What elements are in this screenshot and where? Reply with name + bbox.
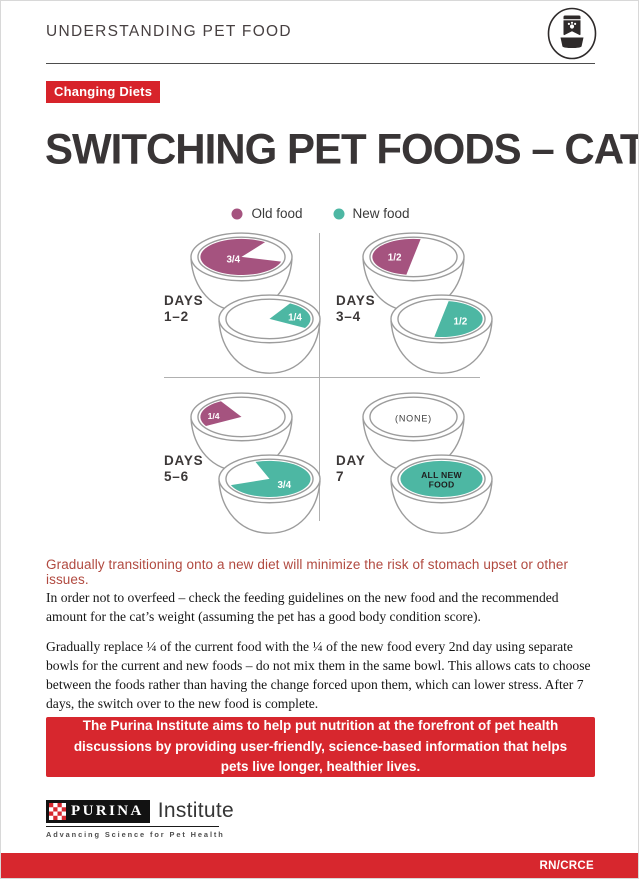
new-food-wedge [434,301,483,338]
legend: Old food New food [1,206,638,221]
logo-brand-text: PURINA [71,802,144,819]
purina-institute-callout: The Purina Institute aims to help put nu… [46,717,595,777]
new-food-bowl-full: ALL NEW FOOD [390,454,493,534]
header-divider [46,63,595,64]
legend-item-new-food: New food [333,206,410,221]
purina-checkerboard-icon [49,802,66,820]
day-label: DAYS 5–6 [164,453,204,484]
diagram-horizontal-divider [164,377,480,378]
document-header-title: UNDERSTANDING PET FOOD [46,23,292,40]
old-amount-label: 3/4 [226,255,240,266]
new-amount-label: 1/2 [454,317,468,328]
quadrant-days-5-6: DAYS 5–6 1/4 3/4 [154,389,326,541]
new-amount-label: 3/4 [277,480,291,491]
legend-old-label: Old food [251,206,303,221]
new-food-wedge [269,303,311,328]
paragraph-1: In order not to overfeed – check the fee… [46,590,559,625]
page-title: SWITCHING PET FOODS – CATS [45,124,639,173]
day-label: DAYS 1–2 [164,293,204,324]
paragraph-2: Gradually replace ¼ of the current food … [46,638,591,712]
old-food-wedge [200,401,242,426]
new-food-fill [400,460,483,497]
old-food-bowl: 1/4 [190,392,293,472]
legend-new-label: New food [352,206,410,221]
quadrant-days-1-2: DAYS 1–2 3/4 1/4 [154,229,326,381]
new-amount-label: 1/4 [288,313,302,324]
logo-divider [46,826,219,827]
new-food-bowl: 1/4 [218,294,321,374]
purina-institute-logo: PURINA Institute Advancing Science for P… [46,799,234,839]
pet-food-bag-and-bowl-icon [547,7,597,60]
new-amount-label-line1: ALL NEW [421,470,462,480]
old-food-dot-icon [231,208,243,219]
new-food-bowl: 3/4 [218,454,321,534]
new-amount-label-line2: FOOD [429,480,455,490]
day-label: DAYS 3–4 [336,293,376,324]
purina-logo-bar: PURINA [46,799,150,823]
new-food-bowl: 1/2 [390,294,493,374]
old-amount-label: 1/2 [388,252,402,263]
quadrant-day-7: DAY 7 (NONE) ALL NEW FOOD [326,389,498,541]
old-amount-label: 1/4 [208,411,220,421]
old-food-wedge [372,238,421,275]
new-food-wedge [230,460,311,497]
footer-bar: RN/CRCE [1,853,638,878]
new-food-dot-icon [333,208,344,219]
old-amount-label: (NONE) [395,414,432,424]
legend-item-old-food: Old food [231,206,303,221]
callout-text: The Purina Institute aims to help put nu… [73,717,568,775]
category-badge: Changing Diets [46,81,161,103]
key-statement: Gradually transitioning onto a new diet … [46,557,569,587]
day-label: DAY 7 [336,453,366,484]
logo-suffix-text: Institute [157,799,234,822]
footer-code: RN/CRCE [539,859,594,872]
old-food-wedge [200,238,282,276]
logo-tagline: Advancing Science for Pet Health [46,830,225,839]
quadrant-days-3-4: DAYS 3–4 1/2 1/2 [326,229,498,381]
old-food-bowl: 1/2 [362,232,465,312]
